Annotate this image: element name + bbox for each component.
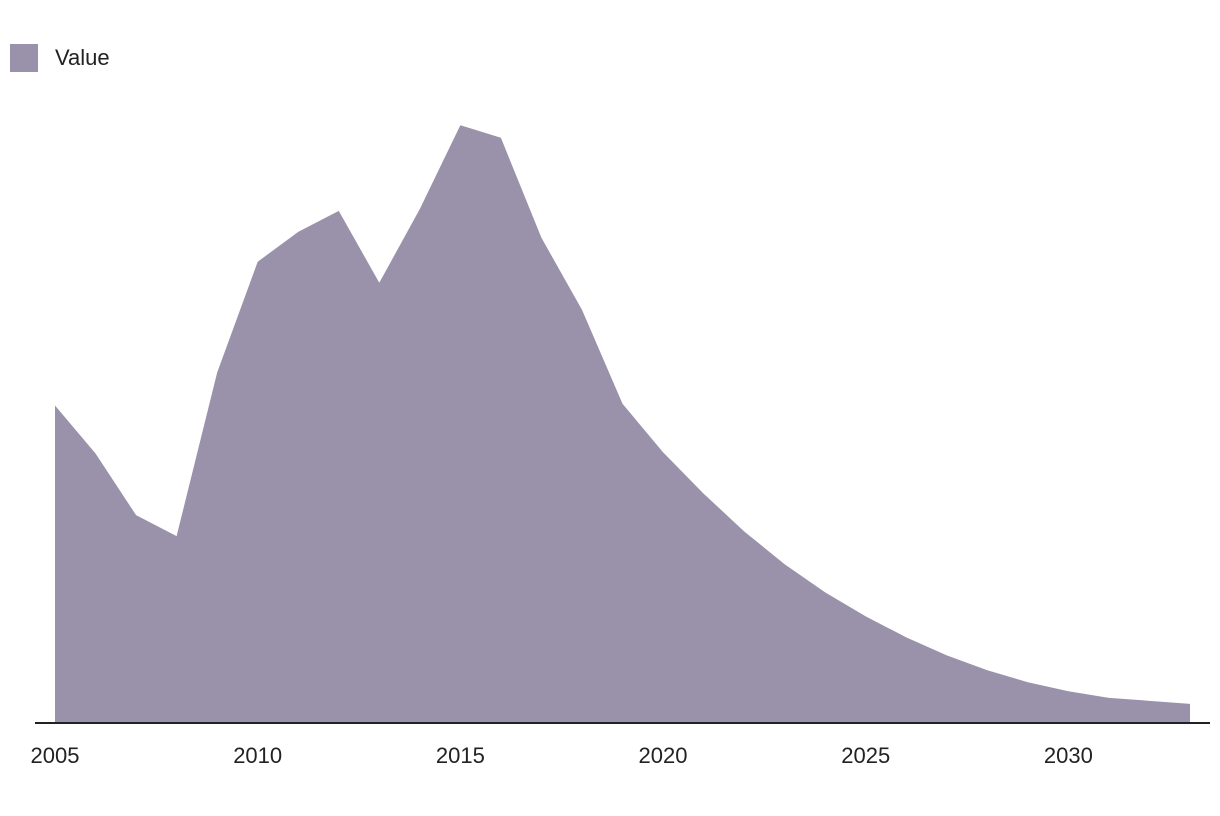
legend-swatch [10, 44, 38, 72]
x-tick-label: 2020 [639, 743, 688, 768]
x-tick-label: 2010 [233, 743, 282, 768]
legend: Value [10, 44, 110, 72]
x-tick-label: 2030 [1044, 743, 1093, 768]
x-tick-label: 2025 [841, 743, 890, 768]
x-tick-label: 2015 [436, 743, 485, 768]
x-tick-label: 2005 [31, 743, 80, 768]
area-series-0 [55, 125, 1190, 723]
legend-label: Value [55, 45, 110, 70]
